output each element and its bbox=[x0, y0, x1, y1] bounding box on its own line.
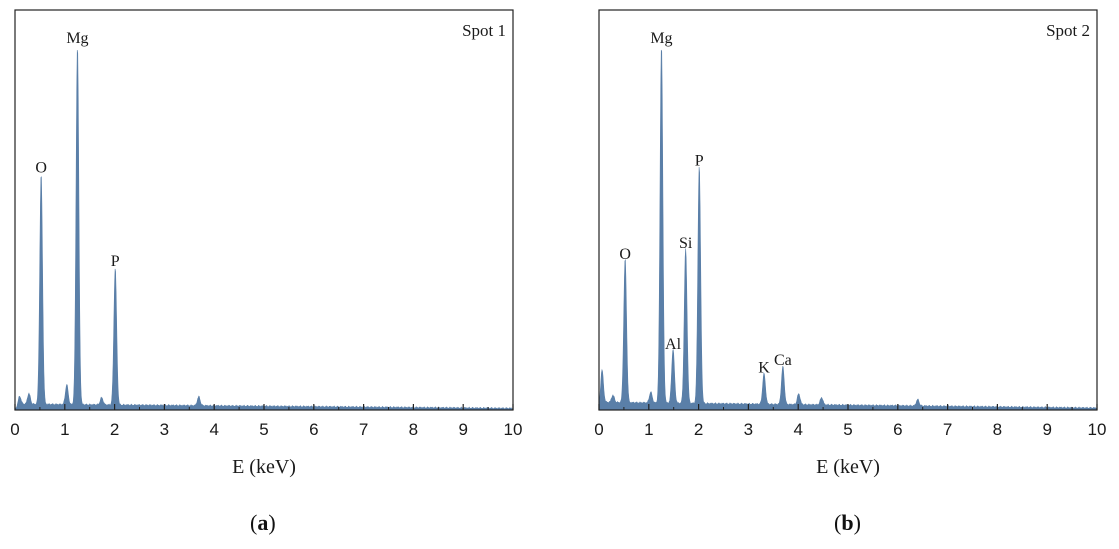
spot-label: Spot 1 bbox=[462, 21, 506, 40]
peak-label-Al: Al bbox=[665, 336, 682, 353]
x-tick-label: 7 bbox=[359, 420, 368, 439]
panel-caption-a: (a) bbox=[250, 510, 276, 535]
peak-label-O: O bbox=[35, 160, 47, 177]
peak-label-Mg: Mg bbox=[66, 30, 88, 47]
peak-label-O: O bbox=[619, 246, 631, 263]
x-tick-label: 6 bbox=[893, 420, 902, 439]
x-axis-label: E (keV) bbox=[816, 456, 880, 478]
panel-letter: b bbox=[841, 510, 854, 535]
x-tick-label: 10 bbox=[1088, 420, 1107, 439]
x-tick-label: 4 bbox=[793, 420, 802, 439]
x-tick-label: 1 bbox=[60, 420, 69, 439]
x-axis-label: E (keV) bbox=[232, 456, 296, 478]
x-tick-label: 7 bbox=[943, 420, 952, 439]
panel-caption-b: (b) bbox=[834, 510, 861, 535]
x-tick-label: 8 bbox=[993, 420, 1002, 439]
x-tick-label: 1 bbox=[644, 420, 653, 439]
x-tick-label: 8 bbox=[409, 420, 418, 439]
peak-label-Mg: Mg bbox=[650, 30, 672, 47]
x-tick-label: 5 bbox=[843, 420, 852, 439]
x-tick-label: 9 bbox=[1042, 420, 1051, 439]
x-tick-label: 3 bbox=[744, 420, 753, 439]
peak-label-K: K bbox=[758, 359, 770, 376]
x-tick-label: 9 bbox=[458, 420, 467, 439]
peak-label-P: P bbox=[695, 152, 704, 169]
x-tick-label: 2 bbox=[110, 420, 119, 439]
peak-label-Si: Si bbox=[679, 235, 693, 252]
peak-label-Ca: Ca bbox=[774, 352, 792, 369]
peak-label-P: P bbox=[111, 253, 120, 270]
x-tick-label: 4 bbox=[209, 420, 218, 439]
x-tick-label: 10 bbox=[504, 420, 523, 439]
x-tick-label: 2 bbox=[694, 420, 703, 439]
spectrum-area bbox=[598, 49, 1098, 411]
x-tick-label: 5 bbox=[259, 420, 268, 439]
spectrum-panel-b: Spot 2 E (keV) O Mg Al Si P K Ca 0 1 2 3 4 5 6 7 8 9 10 bbox=[594, 9, 1107, 478]
plot-frame bbox=[14, 9, 514, 411]
panel-letter: a bbox=[257, 510, 269, 535]
x-tick-label: 3 bbox=[160, 420, 169, 439]
spectrum-area bbox=[14, 49, 514, 411]
spectrum-panel-a: Spot 1 E (keV) O Mg P 0 1 2 3 4 5 6 7 8 9 10 bbox=[10, 9, 523, 478]
spot-label: Spot 2 bbox=[1046, 21, 1090, 40]
x-tick-label: 0 bbox=[594, 420, 603, 439]
x-tick-label: 0 bbox=[10, 420, 19, 439]
x-tick-label: 6 bbox=[309, 420, 318, 439]
